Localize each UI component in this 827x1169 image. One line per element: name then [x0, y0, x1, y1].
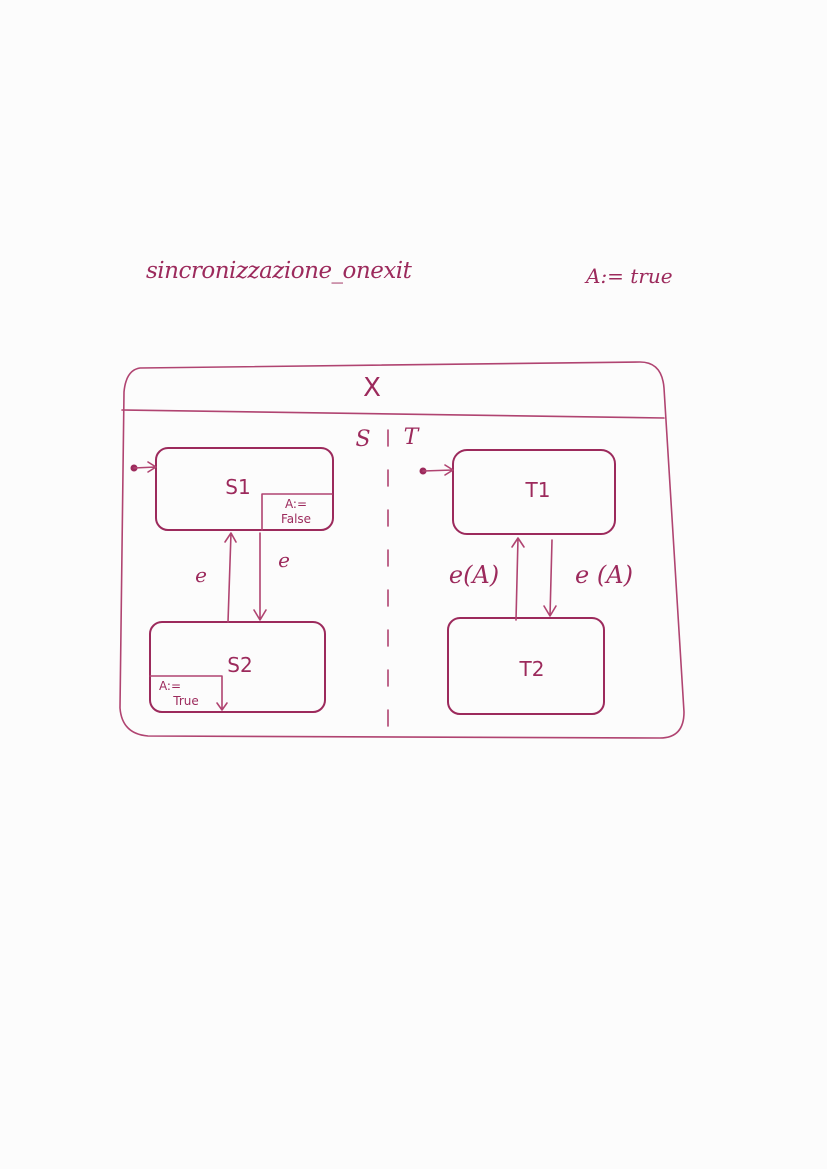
s1-action-box: [261, 493, 333, 531]
initial-action: A:= true: [586, 264, 673, 288]
state-s1: [155, 447, 334, 531]
transition-s1-to-s2-label: e: [278, 548, 290, 572]
transition-s2-to-s1: [224, 532, 237, 623]
diagram-title: sincronizzazione_onexit: [146, 258, 412, 284]
region-label-s: S: [355, 427, 370, 452]
state-t2: [447, 617, 605, 715]
transition-t2-to-t1: [511, 537, 525, 621]
transition-s1-to-s2: [253, 532, 267, 621]
state-t1-label: T1: [525, 478, 551, 502]
transition-t1-to-t2: [543, 539, 557, 617]
transition-t1-to-t2-label: e (A): [575, 561, 633, 589]
state-t1: [452, 449, 616, 535]
s1-action-line2: False: [281, 512, 311, 526]
state-s2: [149, 621, 326, 713]
s1-action-line1: A:=: [285, 497, 307, 511]
region-label-t: T: [404, 425, 421, 450]
state-t2-label: T2: [519, 657, 545, 681]
s2-action-line2: True: [172, 694, 199, 708]
state-s2-label: S2: [227, 653, 252, 677]
s2-action-line1: A:=: [159, 679, 181, 693]
t1-initial-arrow: [422, 464, 454, 476]
transition-t2-to-t1-label: e(A): [449, 561, 499, 589]
s1-initial-arrow: [133, 461, 157, 473]
superstate-label: X: [363, 373, 381, 403]
state-s1-label: S1: [225, 475, 250, 499]
s2-action-box: [149, 675, 228, 711]
superstate-x-border: [119, 361, 685, 739]
superstate-header-divider: [121, 409, 665, 419]
transition-s2-to-s1-label: e: [195, 563, 207, 587]
